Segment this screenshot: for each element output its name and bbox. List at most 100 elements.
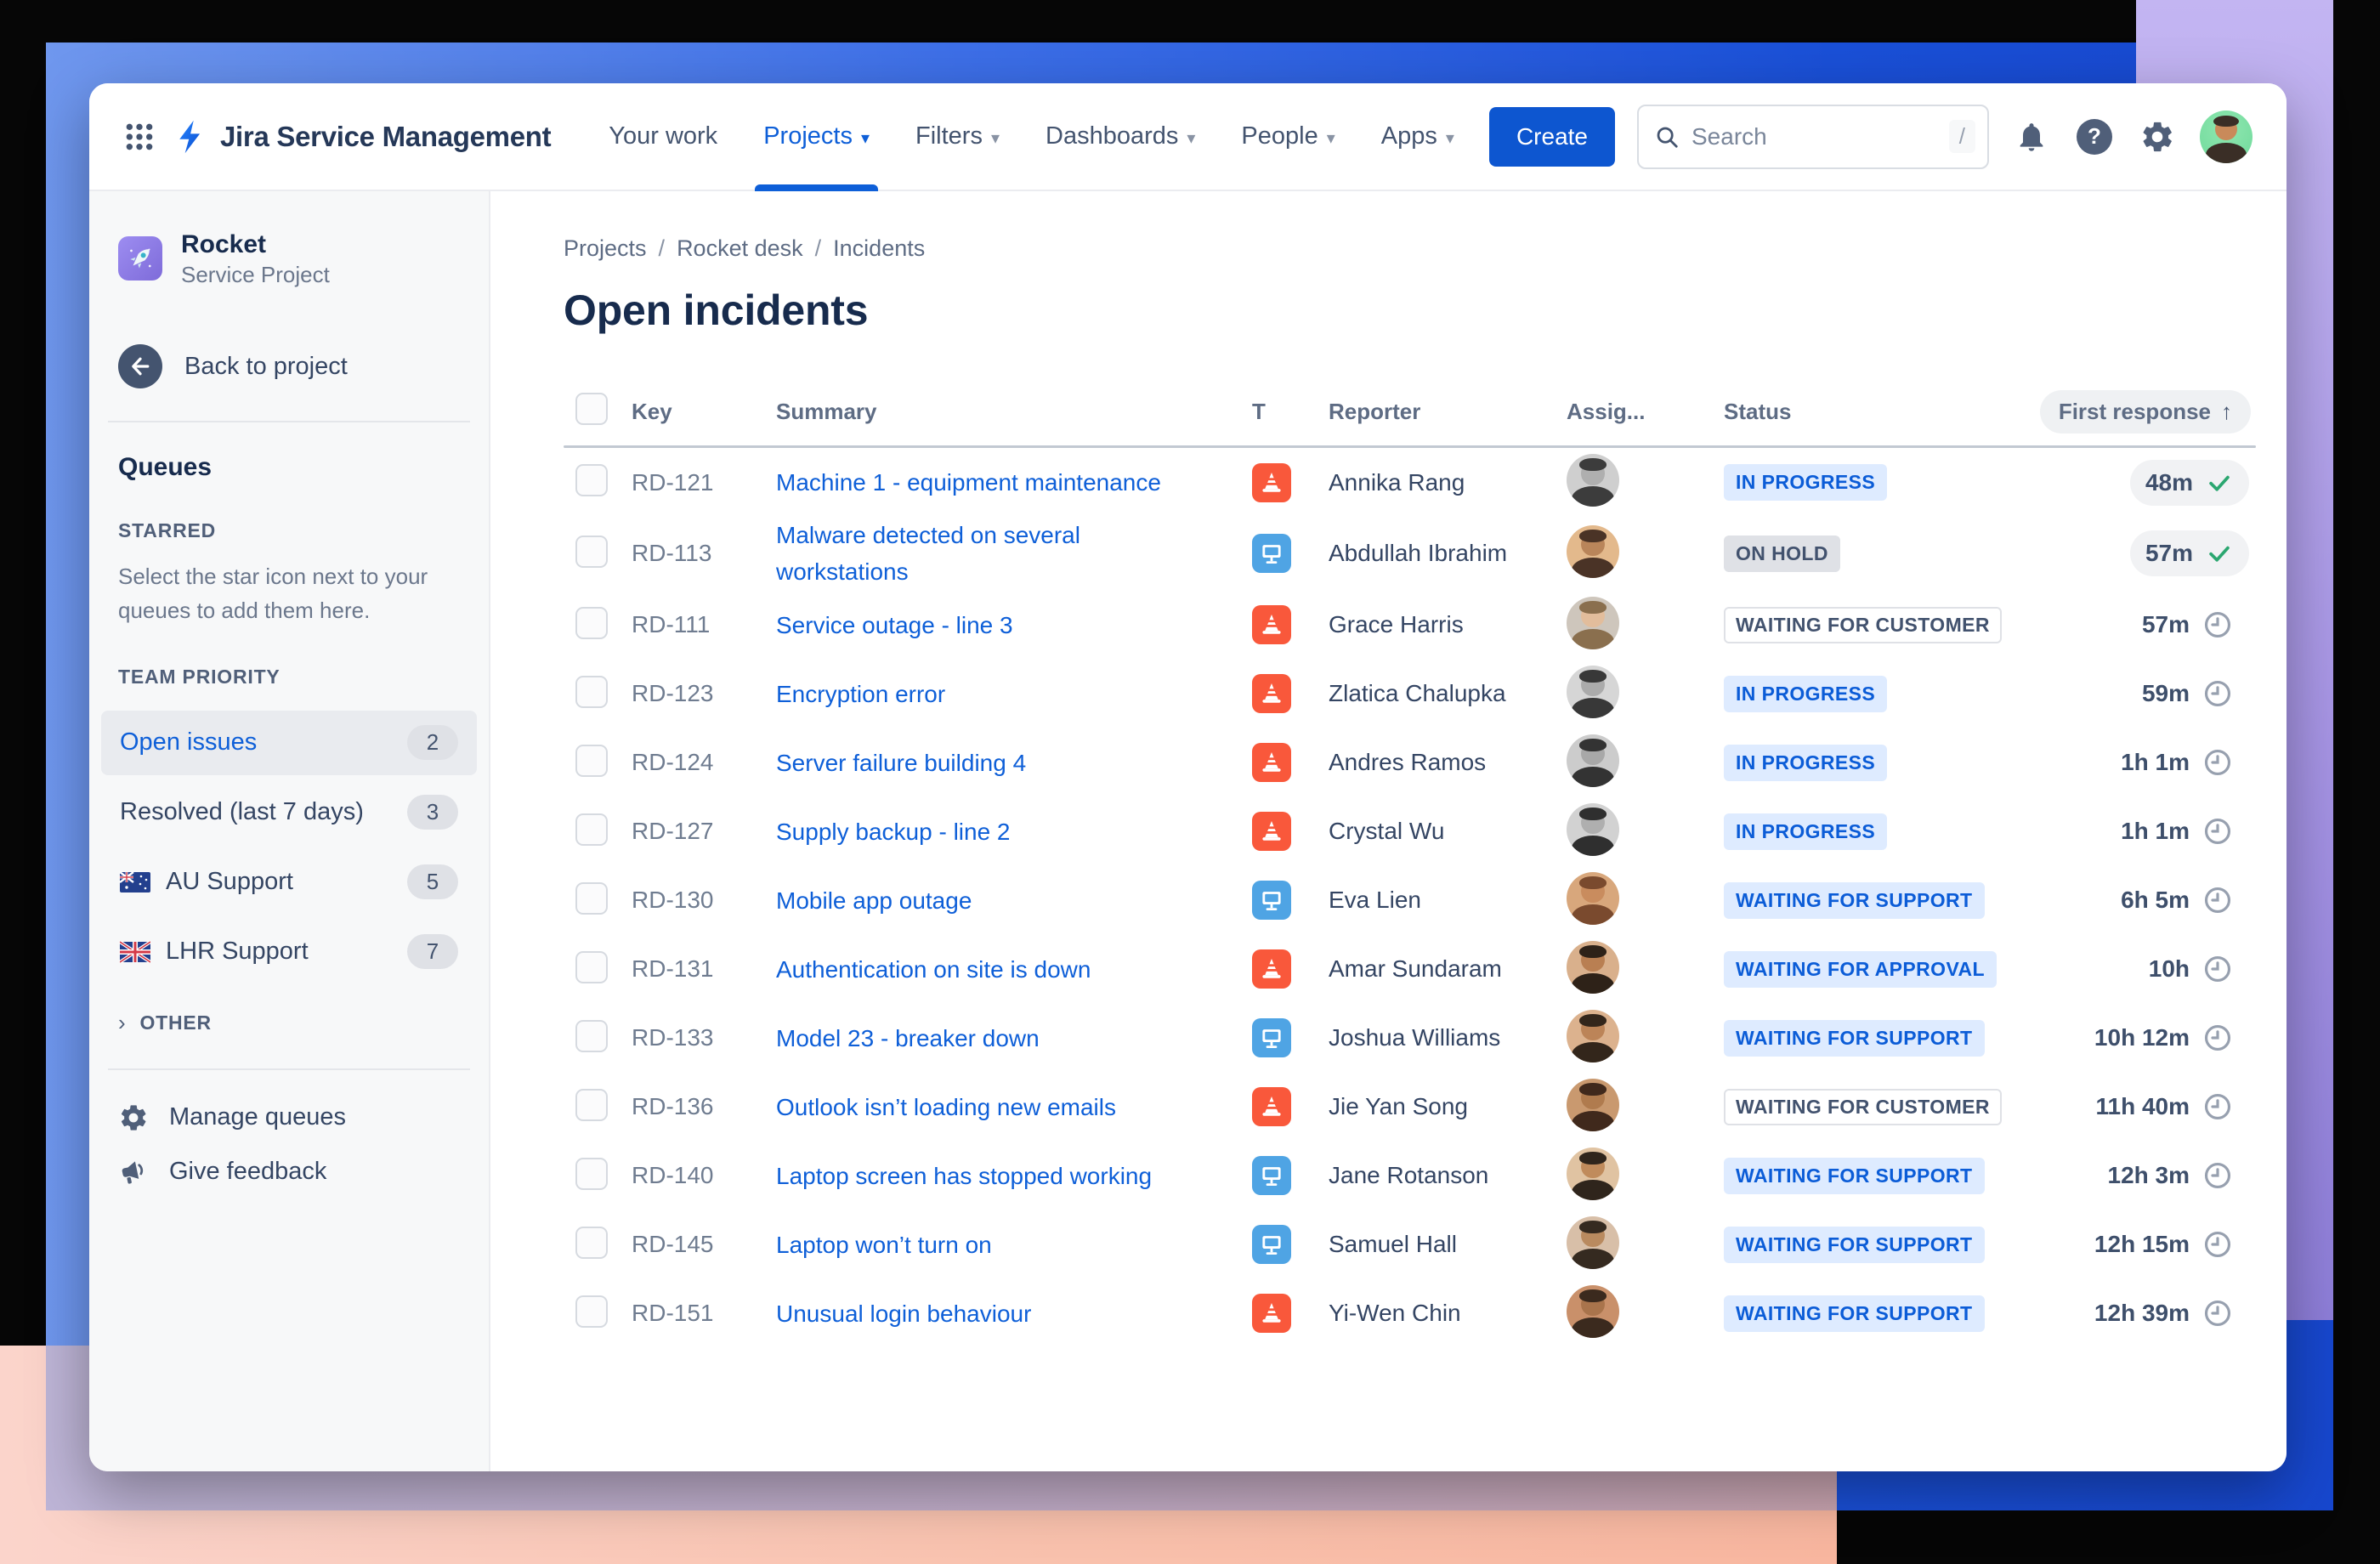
sidebar-queue-item[interactable]: LHR Support 7 [101,920,477,984]
breadcrumb-link[interactable]: Incidents [833,235,926,261]
service-request-type-icon [1252,881,1291,921]
chevron-down-icon: ▾ [1445,129,1454,148]
row-checkbox[interactable] [575,1088,608,1121]
issue-summary-link[interactable]: Model 23 - breaker down [776,1024,1040,1051]
project-type: Service Project [181,261,330,287]
row-checkbox[interactable] [575,464,608,496]
issue-summary-link[interactable]: Authentication on site is down [776,955,1091,983]
column-header-summary[interactable]: Summary [776,398,877,424]
table-row[interactable]: RD-145 Laptop won’t turn on Samuel Hall … [564,1210,2256,1279]
issue-summary-link[interactable]: Outlook isn’t loading new emails [776,1093,1116,1120]
assignee-avatar[interactable] [1567,802,1619,856]
assignee-avatar[interactable] [1567,1009,1619,1062]
first-response-time: 6h 5m [2105,876,2249,925]
other-section-toggle[interactable]: › OTHER [89,1010,489,1036]
row-checkbox[interactable] [575,606,608,639]
table-row[interactable]: RD-130 Mobile app outage Eva Lien WAITIN… [564,866,2256,935]
column-header-assignee[interactable]: Assig... [1567,398,1646,424]
primary-nav-items: Your work Projects ▾ Filters ▾ Dashboards ▾ Peo… [590,83,1473,191]
assignee-avatar[interactable] [1567,871,1619,925]
table-row[interactable]: RD-151 Unusual login behaviour Yi-Wen Ch… [564,1279,2256,1348]
table-row[interactable]: RD-113 Malware detected on several works… [564,517,2256,591]
row-checkbox[interactable] [575,1019,608,1052]
table-row[interactable]: RD-123 Encryption error Zlatica Chalupka… [564,660,2256,728]
nav-item-people[interactable]: People ▾ [1222,83,1353,190]
issue-summary-link[interactable]: Unusual login behaviour [776,1300,1032,1327]
issue-key: RD-123 [632,680,714,707]
row-checkbox[interactable] [575,881,608,915]
column-header-first-response[interactable]: First response ↑ [2039,389,2251,434]
incidents-table: Key Summary T Reporter Assig... Status F… [564,384,2256,1348]
column-header-reporter[interactable]: Reporter [1329,398,1421,424]
nav-item-projects[interactable]: Projects ▾ [745,83,888,191]
assignee-avatar[interactable] [1567,524,1619,578]
assignee-avatar[interactable] [1567,596,1619,649]
create-button[interactable]: Create [1488,106,1615,167]
issue-summary-link[interactable]: Mobile app outage [776,887,972,914]
issue-summary-link[interactable]: Service outage - line 3 [776,611,1013,638]
back-to-project-button[interactable]: Back to project [89,344,489,388]
issue-summary-link[interactable]: Encryption error [776,680,946,707]
row-checkbox[interactable] [575,744,608,777]
row-checkbox[interactable] [575,675,608,708]
app-switcher-icon[interactable] [120,117,159,156]
help-icon[interactable]: ? [2074,116,2115,157]
give-feedback-button[interactable]: Give feedback [89,1145,489,1199]
assignee-avatar[interactable] [1567,665,1619,718]
issue-summary-link[interactable]: Laptop won’t turn on [776,1231,992,1258]
issue-summary-link[interactable]: Laptop screen has stopped working [776,1162,1153,1189]
row-checkbox[interactable] [575,535,608,568]
nav-item-dashboards[interactable]: Dashboards ▾ [1027,83,1214,190]
search-box[interactable]: / [1637,104,1989,169]
assignee-avatar[interactable] [1567,1216,1619,1269]
table-row[interactable]: RD-124 Server failure building 4 Andres … [564,728,2256,797]
column-header-status[interactable]: Status [1724,398,1792,424]
assignee-avatar[interactable] [1567,454,1619,507]
table-row[interactable]: RD-131 Authentication on site is down Am… [564,935,2256,1004]
row-checkbox[interactable] [575,1226,608,1259]
issue-summary-link[interactable]: Machine 1 - equipment maintenance [776,468,1161,496]
table-row[interactable]: RD-136 Outlook isn’t loading new emails … [564,1073,2256,1142]
status-badge: IN PROGRESS [1724,744,1888,781]
table-row[interactable]: RD-111 Service outage - line 3 Grace Har… [564,591,2256,660]
breadcrumb-link[interactable]: Projects [564,235,647,261]
sidebar-queue-item[interactable]: Open issues 2 [101,710,477,775]
project-header[interactable]: Rocket Service Project [89,229,489,288]
assignee-avatar[interactable] [1567,940,1619,994]
user-profile-avatar[interactable] [2200,110,2252,163]
assignee-avatar[interactable] [1567,1078,1619,1131]
nav-item-filters[interactable]: Filters ▾ [897,83,1018,190]
first-response-time: 1h 1m [2105,807,2249,856]
table-row[interactable]: RD-133 Model 23 - breaker down Joshua Wi… [564,1004,2256,1073]
issue-key: RD-133 [632,1024,714,1051]
issue-summary-link[interactable]: Malware detected on several workstations [776,522,1080,586]
notifications-bell-icon[interactable] [2011,116,2052,157]
row-checkbox[interactable] [575,1295,608,1328]
table-row[interactable]: RD-121 Machine 1 - equipment maintenance… [564,448,2256,517]
search-input[interactable] [1690,122,1939,151]
row-checkbox[interactable] [575,1157,608,1190]
issue-key: RD-127 [632,818,714,845]
settings-gear-icon[interactable] [2137,116,2178,157]
assignee-avatar[interactable] [1567,1284,1619,1338]
row-checkbox[interactable] [575,813,608,846]
sidebar-queue-item[interactable]: Resolved (last 7 days) 3 [101,780,477,845]
column-header-key[interactable]: Key [632,398,672,424]
manage-queues-button[interactable]: Manage queues [89,1091,489,1145]
row-checkbox[interactable] [575,950,608,983]
column-header-type[interactable]: T [1252,398,1266,424]
first-response-time: 10h 12m [2079,1013,2249,1062]
status-badge: WAITING FOR CUSTOMER [1724,606,2002,643]
nav-item-apps[interactable]: Apps ▾ [1363,83,1473,190]
select-all-checkbox[interactable] [575,392,608,425]
service-request-type-icon [1252,534,1291,574]
nav-item-your-work[interactable]: Your work [590,83,736,190]
assignee-avatar[interactable] [1567,734,1619,787]
assignee-avatar[interactable] [1567,1147,1619,1200]
issue-summary-link[interactable]: Supply backup - line 2 [776,818,1011,845]
breadcrumb-link[interactable]: Rocket desk [677,235,803,261]
table-row[interactable]: RD-140 Laptop screen has stopped working… [564,1142,2256,1210]
sidebar-queue-item[interactable]: AU Support 5 [101,850,477,915]
table-row[interactable]: RD-127 Supply backup - line 2 Crystal Wu… [564,797,2256,866]
issue-summary-link[interactable]: Server failure building 4 [776,749,1027,776]
